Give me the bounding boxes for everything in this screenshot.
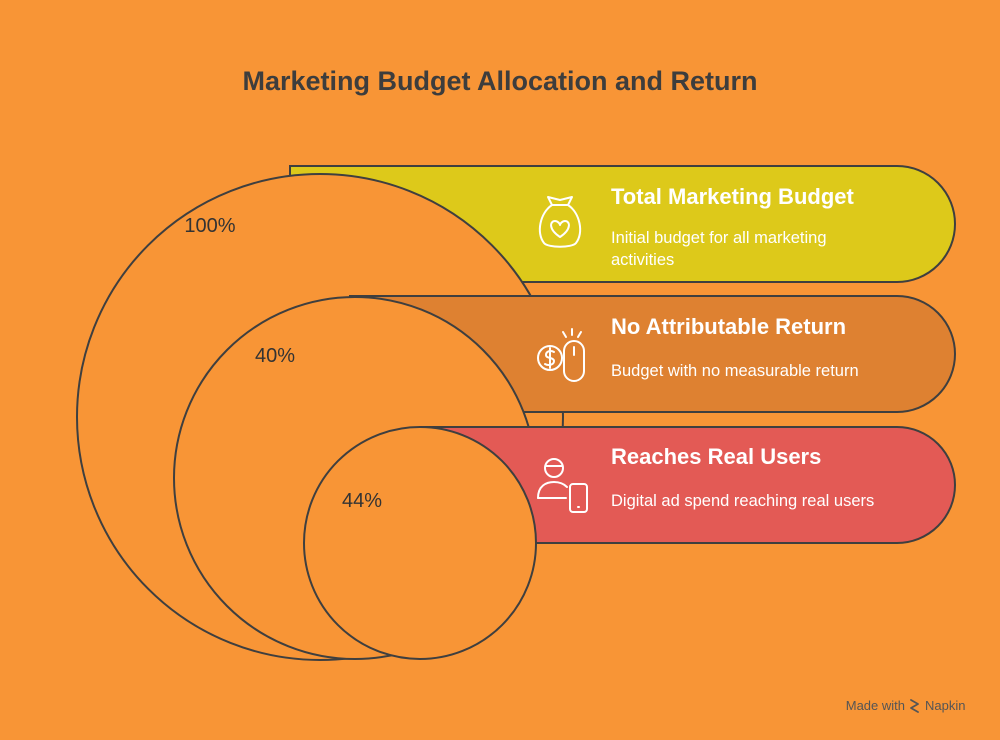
band-users-shape: [419, 426, 956, 544]
napkin-logo-icon: [910, 699, 919, 713]
description-users-line-1: Digital ad spend reaching real users: [611, 492, 874, 510]
band-reaches-real-users: [419, 426, 956, 544]
percent-label-100: 100%: [184, 215, 235, 237]
description-total-line-1: Initial budget for all marketing: [611, 229, 827, 247]
description-noreturn-line-1: Budget with no measurable return: [611, 362, 859, 380]
percent-label-44: 44%: [342, 490, 382, 512]
dollar-click-icon: [537, 328, 585, 382]
napkin-brand-label: Napkin: [925, 698, 965, 713]
heading-reaches-real-users: Reaches Real Users: [611, 444, 821, 469]
percent-label-40: 40%: [255, 345, 295, 367]
made-with-label: Made with: [846, 698, 905, 713]
heading-total-marketing-budget: Total Marketing Budget: [611, 184, 854, 209]
user-device-icon: [537, 458, 588, 513]
money-bag-heart-icon: [538, 196, 582, 248]
page-title: Marketing Budget Allocation and Return: [242, 66, 757, 96]
heading-no-attributable-return: No Attributable Return: [611, 314, 846, 339]
made-with-napkin-footer: Made with Napkin: [846, 698, 966, 713]
circle-44-percent: [303, 426, 537, 660]
description-total-line-2: activities: [611, 251, 674, 269]
